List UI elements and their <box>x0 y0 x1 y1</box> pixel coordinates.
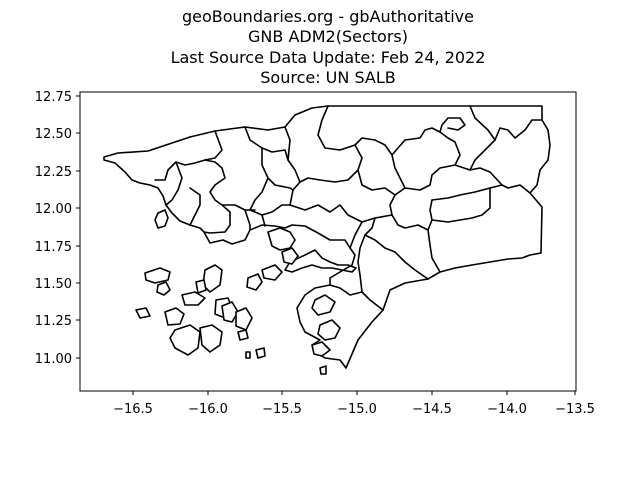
title-line-4: Source: UN SALB <box>260 68 395 87</box>
y-tick-label: 12.25 <box>35 165 72 180</box>
island <box>319 365 327 375</box>
island <box>246 273 263 291</box>
y-tick-label: 11.50 <box>35 277 72 292</box>
x-axis: −16.5 −16.0 −15.5 −15.0 −14.5 −14.0 −13.… <box>113 391 595 417</box>
island <box>181 291 206 306</box>
y-tick-label: 11.75 <box>35 240 72 255</box>
y-tick-label: 12.75 <box>35 90 72 105</box>
island <box>164 307 185 326</box>
island <box>135 307 151 319</box>
island <box>169 324 201 356</box>
map-sectors <box>103 105 551 369</box>
island <box>281 247 299 265</box>
island <box>144 267 171 284</box>
x-tick-label: −16.5 <box>113 402 153 417</box>
island <box>245 351 251 359</box>
island <box>237 329 249 341</box>
island <box>255 347 266 359</box>
x-tick-label: −15.5 <box>262 402 302 417</box>
island <box>156 281 171 296</box>
title-line-2: GNB ADM2(Sectors) <box>248 27 408 46</box>
x-tick-label: −14.0 <box>487 402 527 417</box>
island <box>199 324 223 353</box>
axes-frame <box>79 91 577 392</box>
island <box>195 279 207 294</box>
x-tick-label: −16.0 <box>188 402 228 417</box>
y-tick-label: 12.00 <box>35 202 72 217</box>
y-tick-label: 12.50 <box>35 127 72 142</box>
island <box>311 341 331 357</box>
island <box>235 307 253 331</box>
mainland-outline <box>103 105 551 369</box>
island <box>267 227 296 251</box>
title-line-3: Last Source Data Update: Feb 24, 2022 <box>171 48 486 67</box>
x-tick-label: −14.5 <box>412 402 452 417</box>
island <box>261 264 283 281</box>
y-axis: 12.75 12.50 12.25 12.00 11.75 11.50 11.2… <box>35 90 80 367</box>
x-tick-label: −15.0 <box>337 402 377 417</box>
title-line-1: geoBoundaries.org - gbAuthoritative <box>182 7 474 26</box>
y-tick-label: 11.25 <box>35 314 72 329</box>
island <box>154 209 169 229</box>
island <box>221 301 239 323</box>
y-tick-label: 11.00 <box>35 352 72 367</box>
islands <box>135 209 331 375</box>
x-tick-label: −13.5 <box>555 402 595 417</box>
